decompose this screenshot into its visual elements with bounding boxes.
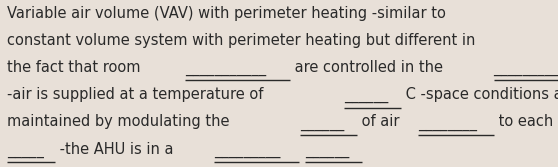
Text: of air: of air bbox=[358, 114, 405, 129]
Text: to each: to each bbox=[494, 114, 554, 129]
Text: ______: ______ bbox=[305, 143, 349, 158]
Text: the fact that room: the fact that room bbox=[7, 60, 146, 75]
Text: -the AHU is in a: -the AHU is in a bbox=[55, 142, 178, 157]
Text: Variable air volume (VAV) with perimeter heating -similar to: Variable air volume (VAV) with perimeter… bbox=[7, 6, 446, 21]
Text: _____: _____ bbox=[7, 143, 44, 158]
Text: maintained by modulating the: maintained by modulating the bbox=[7, 114, 234, 129]
Text: _________: _________ bbox=[214, 143, 280, 158]
Text: ______: ______ bbox=[300, 116, 345, 131]
Text: C -space conditions are: C -space conditions are bbox=[401, 87, 558, 102]
Text: ___________: ___________ bbox=[185, 61, 267, 76]
Text: ________: ________ bbox=[418, 116, 477, 131]
Text: are controlled in the: are controlled in the bbox=[290, 60, 448, 75]
Text: _________: _________ bbox=[493, 61, 558, 76]
Text: -air is supplied at a temperature of: -air is supplied at a temperature of bbox=[7, 87, 268, 102]
Text: ______: ______ bbox=[344, 88, 388, 103]
Text: constant volume system with perimeter heating but different in: constant volume system with perimeter he… bbox=[7, 33, 475, 48]
